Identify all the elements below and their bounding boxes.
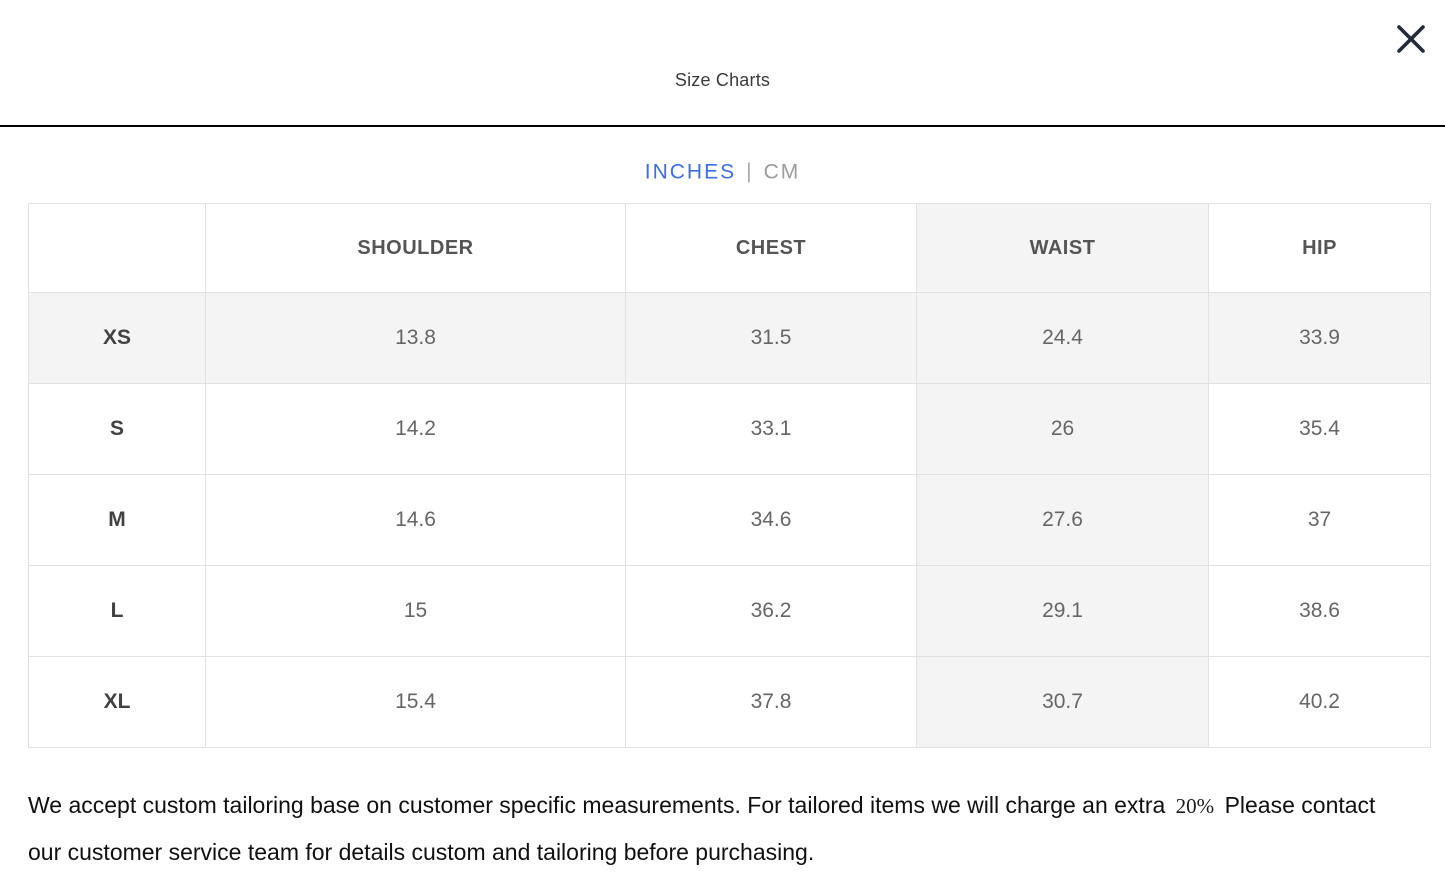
table-row-m: M 14.6 34.6 27.6 37: [28, 474, 1431, 567]
value-cell: 26: [916, 383, 1209, 476]
value-cell: 15: [205, 565, 626, 658]
value-cell: 15.4: [205, 656, 626, 749]
value-cell: 36.2: [625, 565, 917, 658]
table-row-xs: XS 13.8 31.5 24.4 33.9: [28, 292, 1431, 385]
size-cell: L: [28, 565, 206, 658]
value-cell: 14.2: [205, 383, 626, 476]
note-text-before: We accept custom tailoring base on custo…: [28, 792, 1166, 819]
tailoring-note: We accept custom tailoring base on custo…: [28, 782, 1415, 875]
corner-header-cell: [28, 203, 206, 294]
column-header-hip: HIP: [1208, 203, 1431, 294]
size-chart-table: SHOULDER CHEST WAIST HIP XS 13.8 31.5 24…: [28, 203, 1431, 749]
unit-cm-tab[interactable]: CM: [763, 160, 801, 184]
value-cell: 33.9: [1208, 292, 1431, 385]
close-icon: [1397, 25, 1425, 53]
value-cell: 34.6: [625, 474, 917, 567]
value-cell: 14.6: [205, 474, 626, 567]
table-row-l: L 15 36.2 29.1 38.6: [28, 565, 1431, 658]
modal-header: Size Charts: [0, 0, 1445, 127]
value-cell: 35.4: [1208, 383, 1431, 476]
size-cell: XS: [28, 292, 206, 385]
value-cell: 33.1: [625, 383, 917, 476]
unit-separator: |: [746, 160, 754, 184]
value-cell: 13.8: [205, 292, 626, 385]
value-cell: 37: [1208, 474, 1431, 567]
value-cell: 40.2: [1208, 656, 1431, 749]
table-header-row: SHOULDER CHEST WAIST HIP: [28, 203, 1431, 294]
size-cell: M: [28, 474, 206, 567]
size-cell: S: [28, 383, 206, 476]
modal-title: Size Charts: [674, 70, 771, 90]
note-percentage: 20%: [1175, 794, 1215, 819]
table-row-xl: XL 15.4 37.8 30.7 40.2: [28, 656, 1431, 749]
close-button[interactable]: [1390, 18, 1432, 60]
value-cell: 37.8: [625, 656, 917, 749]
column-header-waist: WAIST: [916, 203, 1209, 294]
value-cell: 38.6: [1208, 565, 1431, 658]
value-cell: 30.7: [916, 656, 1209, 749]
note-text-after: Please contact our customer service team…: [28, 792, 1376, 866]
value-cell: 24.4: [916, 292, 1209, 385]
unit-inches-tab[interactable]: INCHES: [644, 160, 737, 184]
column-header-shoulder: SHOULDER: [205, 203, 626, 294]
value-cell: 27.6: [916, 474, 1209, 567]
value-cell: 31.5: [625, 292, 917, 385]
table-row-s: S 14.2 33.1 26 35.4: [28, 383, 1431, 476]
value-cell: 29.1: [916, 565, 1209, 658]
column-header-chest: CHEST: [625, 203, 917, 294]
unit-toggle: INCHES | CM: [0, 160, 1445, 184]
size-cell: XL: [28, 656, 206, 749]
